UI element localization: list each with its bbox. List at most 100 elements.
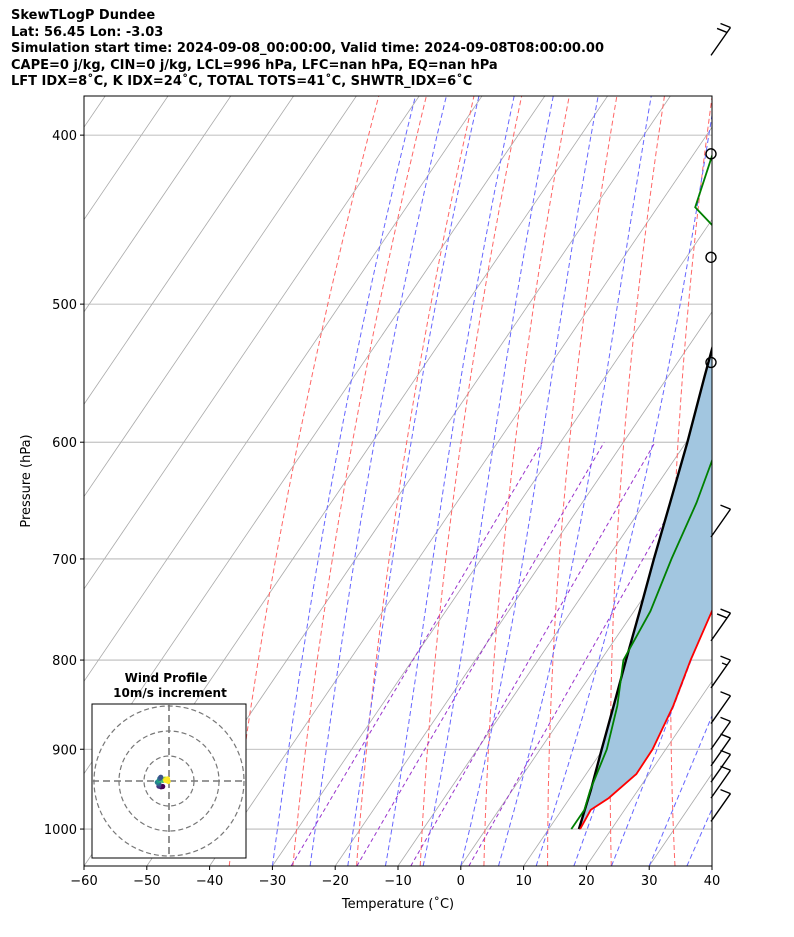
barb-flag <box>720 504 731 510</box>
barb-staff <box>710 508 732 538</box>
x-tick-label: 30 <box>641 874 658 889</box>
isotherm <box>209 126 712 866</box>
inset-title: Wind Profile <box>125 671 208 685</box>
isotherm <box>334 311 712 866</box>
inset-subtitle: 10m/s increment <box>113 686 227 700</box>
dry-adiabat <box>729 0 794 866</box>
barb-flag <box>720 608 731 614</box>
header-location: Lat: 56.45 Lon: -3.03 <box>11 24 164 40</box>
barb-flag <box>720 749 731 755</box>
dry-adiabat <box>786 0 794 866</box>
barb-flag <box>720 716 731 723</box>
barb-staff <box>710 612 732 642</box>
wind-barb <box>710 788 732 822</box>
y-tick-label: 500 <box>52 298 77 313</box>
wind-barb <box>710 504 732 538</box>
dry-adiabat <box>547 96 618 866</box>
isotherm <box>272 218 712 866</box>
calm-circle <box>705 251 717 263</box>
wind-barb <box>710 733 732 767</box>
wind-barb <box>710 716 732 750</box>
cin-shading <box>578 349 712 830</box>
moist-adiabat <box>725 0 794 866</box>
isotherm <box>84 96 546 775</box>
header-times: Simulation start time: 2024-09-08_00:00:… <box>11 41 604 57</box>
x-tick-label: −30 <box>259 874 286 889</box>
wind-barbs <box>705 22 732 822</box>
dry-adiabat <box>292 96 427 866</box>
x-tick-label: −50 <box>133 874 160 889</box>
moist-adiabat <box>611 602 712 866</box>
barb-flag <box>720 765 731 771</box>
x-tick-label: 20 <box>578 874 595 889</box>
header-title: SkewTLogP Dundee <box>11 8 156 23</box>
moist-adiabat <box>271 96 416 866</box>
parcel-profile-line <box>577 344 712 830</box>
chart-header: SkewTLogP Dundee Lat: 56.45 Lon: -3.03 S… <box>11 8 604 91</box>
barb-flag <box>720 22 731 29</box>
barb-staff <box>710 737 732 767</box>
barb-staff <box>710 769 732 799</box>
moist-adiabat <box>498 96 652 866</box>
mixing-ratio-line <box>290 441 543 866</box>
y-tick-label: 800 <box>52 654 77 669</box>
barb-staff <box>710 721 732 750</box>
barb-flag <box>716 613 728 619</box>
dry-adiabat <box>670 96 712 866</box>
moist-adiabat <box>384 96 515 866</box>
y-axis-label: Pressure (hPa) <box>19 434 34 527</box>
dry-adiabat <box>483 96 570 866</box>
header-cape-cin: CAPE=0 j/kg, CIN=0 j/kg, LCL=996 hPa, LF… <box>11 57 498 73</box>
barb-staff <box>710 753 732 783</box>
moist-adiabat <box>535 112 712 866</box>
wind-barb <box>710 765 732 799</box>
wind-profile-inset <box>91 703 247 859</box>
wind-barb <box>710 655 732 689</box>
dry-adiabat <box>356 96 475 866</box>
isotherm <box>84 96 609 866</box>
isotherm <box>84 96 483 683</box>
barb-flag <box>720 655 731 661</box>
barb-flag <box>720 691 731 697</box>
temperature-profile-line <box>579 608 712 830</box>
x-tick-label: −10 <box>384 874 411 889</box>
mixing-ratio-line <box>356 441 605 866</box>
barb-staff <box>710 659 732 689</box>
wind-barb <box>710 608 732 642</box>
y-tick-label: 600 <box>52 436 77 451</box>
y-tick-label: 400 <box>52 129 77 144</box>
dewpoint-profile-line <box>570 153 712 830</box>
wind-barb <box>705 356 717 369</box>
barb-flag <box>720 733 731 739</box>
x-tick-label: 40 <box>704 874 721 889</box>
isotherm <box>146 96 671 866</box>
y-tick-label: 1000 <box>44 823 77 838</box>
x-tick-label: 0 <box>457 874 465 889</box>
moist-adiabat <box>460 96 599 866</box>
header-indices: LFT IDX=8˚C, K IDX=24˚C, TOTAL TOTS=41˚C… <box>11 74 473 90</box>
wind-barb <box>705 148 717 160</box>
inset-wind-point <box>165 778 171 785</box>
x-tick-label: −40 <box>196 874 223 889</box>
x-axis-label: Temperature (˚C) <box>341 896 454 912</box>
barb-flag <box>716 27 728 34</box>
wind-barb <box>705 251 717 263</box>
barb-staff <box>710 793 732 822</box>
wind-barb <box>710 749 732 783</box>
isotherm <box>84 96 420 590</box>
x-tick-label: −60 <box>70 874 97 889</box>
calm-circle <box>705 356 717 369</box>
calm-circle <box>705 148 717 160</box>
x-tick-label: −20 <box>321 874 348 889</box>
y-tick-label: 900 <box>52 743 77 758</box>
isotherm <box>775 0 794 866</box>
barb-half-flag <box>721 662 728 666</box>
wind-barb <box>710 691 732 724</box>
mixing-ratio-line <box>410 441 656 866</box>
dry-adiabat <box>419 96 523 866</box>
y-tick-label: 700 <box>52 553 77 568</box>
barb-flag <box>720 788 731 795</box>
wind-barb <box>710 22 732 56</box>
isotherm <box>397 403 712 866</box>
